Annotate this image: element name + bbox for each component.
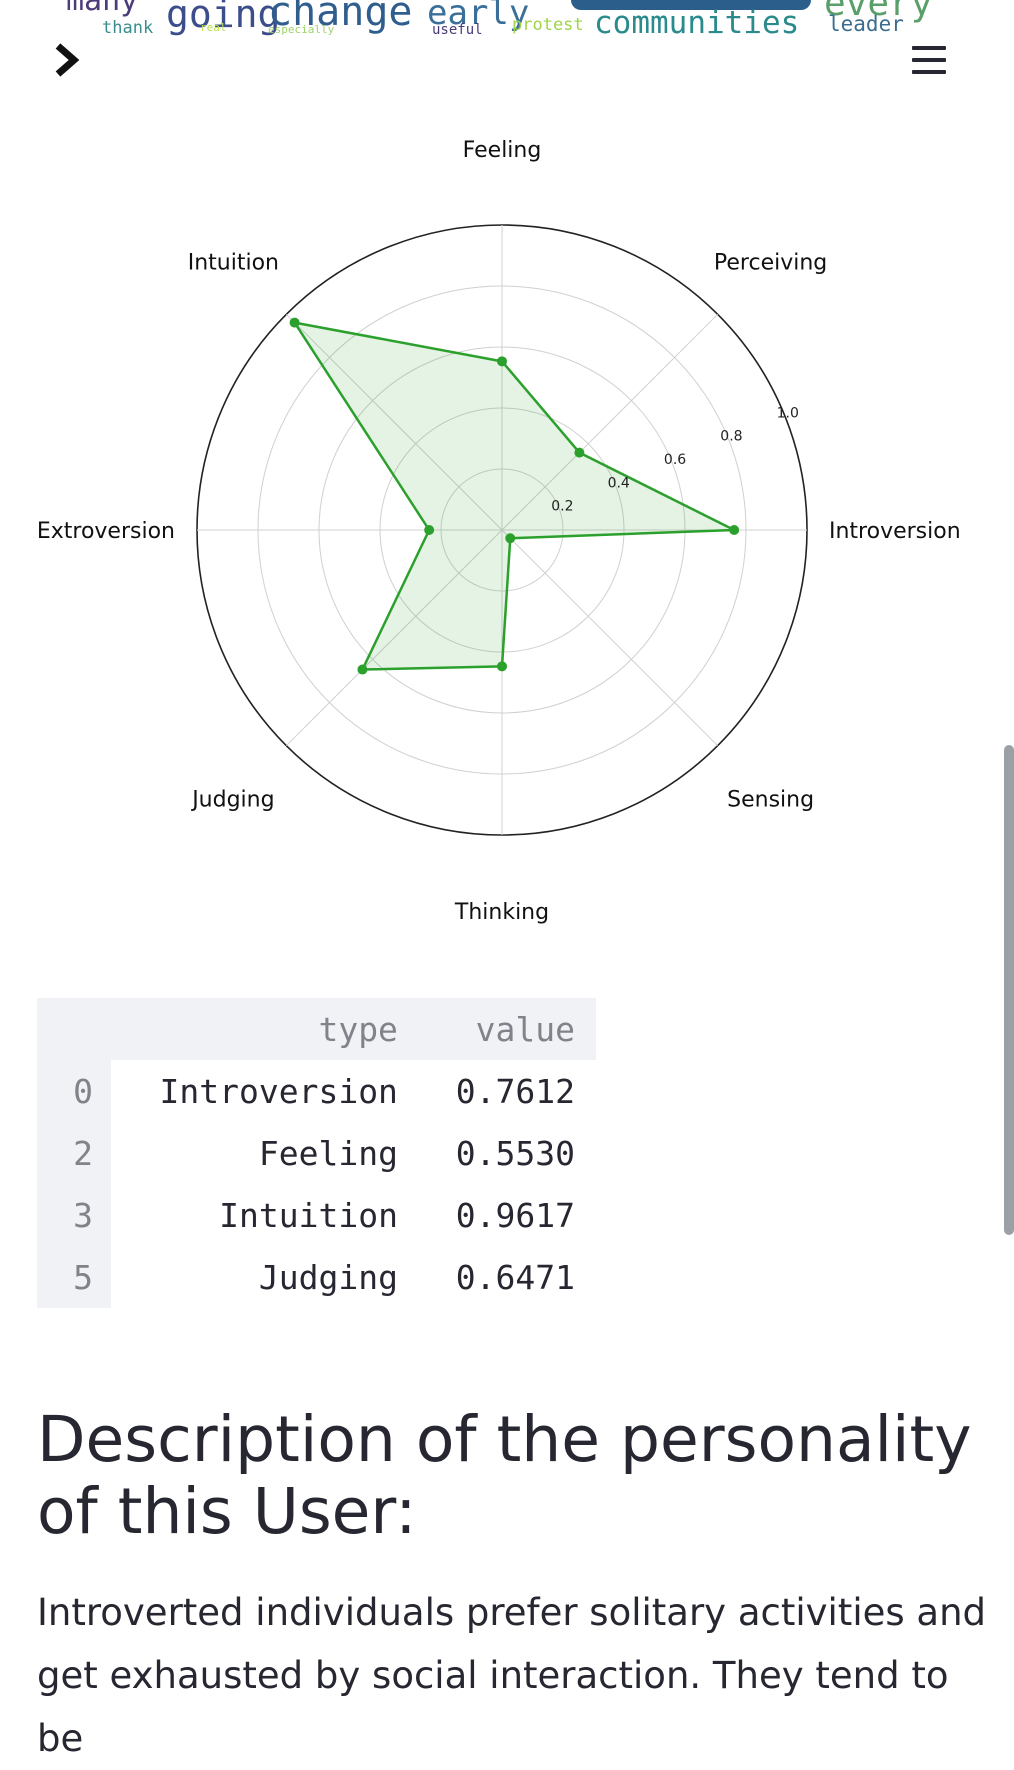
radar-data-point (357, 664, 368, 675)
radar-data-point (424, 525, 435, 535)
word-cloud-word: many (66, 0, 139, 18)
cell-type: Judging (111, 1246, 419, 1308)
radar-axis-label: Extroversion (37, 519, 175, 544)
cell-value: 0.6471 (418, 1246, 596, 1308)
radar-data-point (497, 356, 507, 367)
cell-value: 0.9617 (418, 1184, 596, 1246)
radar-axis-label: Judging (190, 788, 274, 813)
description-text: Introverted individuals prefer solitary … (37, 1591, 987, 1760)
column-header-type: type (111, 998, 419, 1060)
radar-spoke (285, 313, 503, 531)
cell-type: Introversion (111, 1060, 419, 1122)
row-index: 5 (37, 1246, 111, 1308)
description-heading: Description of the personality of this U… (37, 1403, 972, 1548)
word-cloud-word: protest (512, 15, 584, 35)
radar-tick-label: 0.4 (608, 475, 630, 491)
index-header (37, 998, 111, 1060)
page-scrollbar[interactable] (1004, 745, 1014, 1235)
word-cloud-word: leader (828, 12, 904, 36)
row-index: 0 (37, 1060, 111, 1122)
radar-spoke (285, 529, 503, 747)
word-cloud-image: many thank going real change especially … (0, 0, 1014, 50)
table-row: 5 Judging 0.6471 (37, 1246, 596, 1308)
column-header-value: value (418, 998, 596, 1060)
radar-tick-label: 0.8 (720, 429, 742, 445)
row-index: 3 (37, 1184, 111, 1246)
radar-series-area (293, 321, 736, 671)
word-cloud-word: useful (432, 22, 483, 38)
hamburger-menu-icon (912, 46, 946, 50)
radar-data-point (574, 447, 585, 458)
main-menu-button[interactable] (908, 42, 950, 78)
row-index: 2 (37, 1122, 111, 1184)
cell-value: 0.7612 (418, 1060, 596, 1122)
radar-axis-label: Intuition (188, 250, 279, 275)
radar-axis-label: Perceiving (714, 250, 827, 275)
cell-type: Feeling (111, 1122, 419, 1184)
hamburger-menu-icon-bar (912, 58, 946, 62)
radar-tick-label: 0.2 (551, 499, 573, 515)
word-cloud-word: especially (268, 23, 335, 36)
radar-data-point (497, 661, 507, 672)
dataframe-table: type value 0 Introversion 0.7612 2 Feeli… (37, 998, 596, 1308)
word-cloud-word: thank (102, 18, 154, 38)
radar-axis-label: Introversion (829, 519, 961, 544)
word-cloud-word: early (427, 0, 530, 33)
table-row: 0 Introversion 0.7612 (37, 1060, 596, 1122)
radar-tick-label: 0.6 (664, 452, 686, 468)
radar-spoke (501, 529, 719, 747)
cell-type: Intuition (111, 1184, 419, 1246)
word-cloud-word: real (200, 21, 227, 34)
table-row: 3 Intuition 0.9617 (37, 1184, 596, 1246)
radar-data-point (289, 317, 300, 328)
word-cloud-word: going (166, 0, 281, 36)
cell-value: 0.5530 (418, 1122, 596, 1184)
word-cloud-word: communities (594, 5, 800, 41)
radar-axis-label: Feeling (463, 138, 542, 163)
radar-tick-label: 1.0 (777, 405, 799, 421)
expand-sidebar-button[interactable] (48, 40, 88, 80)
chevron-right-icon (55, 43, 80, 77)
word-cloud-word: change (268, 0, 413, 35)
hamburger-menu-icon-bar (912, 70, 946, 74)
radar-axis-label: Sensing (727, 788, 814, 813)
table-row: 2 Feeling 0.5530 (37, 1122, 596, 1184)
word-cloud-word: every (824, 0, 933, 24)
radar-data-point (729, 525, 740, 535)
radar-chart: 0.2 0.4 0.6 0.8 1.0 Introversion Perceiving Fee… (0, 100, 1014, 950)
radar-chart-svg: 0.2 0.4 0.6 0.8 1.0 Introversion Perceiving Fee… (37, 138, 961, 925)
radar-axis-label: Thinking (454, 900, 549, 925)
radar-spoke (501, 313, 719, 531)
radar-data-point (505, 533, 516, 544)
table-header-row: type value (37, 998, 596, 1060)
